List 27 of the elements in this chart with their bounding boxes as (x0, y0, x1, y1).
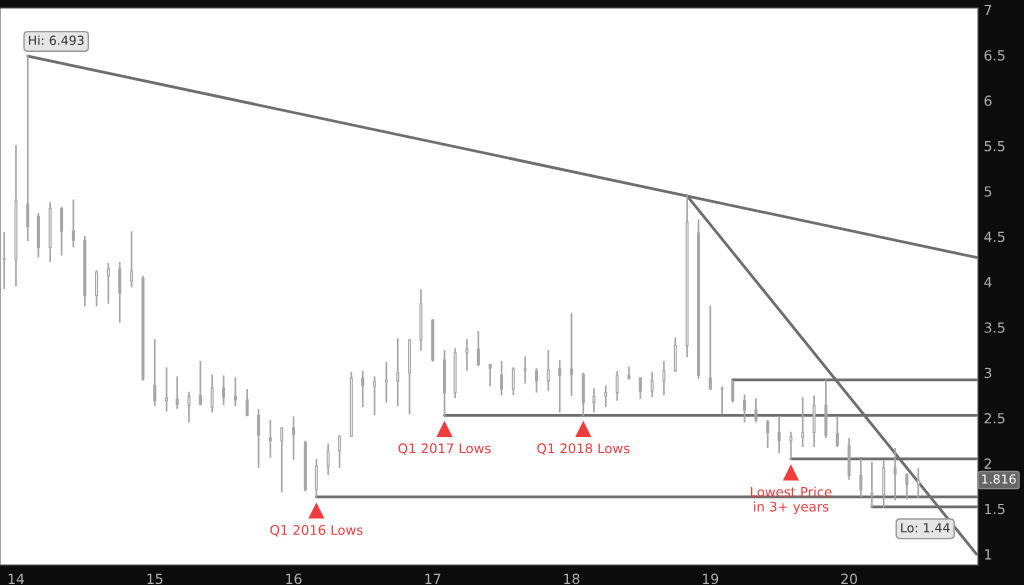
x-tick-label: 17 (425, 573, 441, 584)
y-tick-label: 7 (984, 4, 992, 16)
y-tick-label: 3.5 (984, 322, 1005, 333)
y-tick-label: 6.5 (984, 50, 1005, 61)
x-tick-label: 19 (702, 573, 719, 585)
y-tick-label: 2.5 (984, 413, 1005, 424)
annotation: Hi: 6.493 (28, 35, 84, 46)
y-tick-label: 4 (984, 277, 992, 288)
annotation: Lowest Price in 3+ years (750, 486, 832, 515)
y-tick-label: 1.5 (985, 503, 1005, 515)
y-tick-label: 6 (984, 95, 992, 107)
x-tick-label: 20 (841, 573, 858, 585)
annotation: Q1 2016 Lows (270, 524, 363, 537)
annotation: Q1 2018 Lows (537, 443, 630, 455)
y-tick-label: 2 (984, 458, 991, 469)
y-tick-label: 3 (984, 367, 992, 379)
y-tick-label: 1 (985, 549, 992, 560)
x-tick-label: 15 (147, 573, 163, 585)
x-tick-label: 16 (286, 573, 302, 585)
annotation: Lo: 1.44 (901, 523, 950, 533)
text: 1.816 (982, 474, 1016, 484)
x-tick-label: 18 (564, 573, 580, 585)
y-tick-label: 5.5 (984, 141, 1005, 152)
y-tick-label: 4.5 (984, 231, 1005, 243)
y-tick-label: 5 (984, 186, 992, 197)
annotation: Q1 2017 Lows (398, 443, 491, 455)
x-tick-label: 14 (8, 573, 25, 584)
